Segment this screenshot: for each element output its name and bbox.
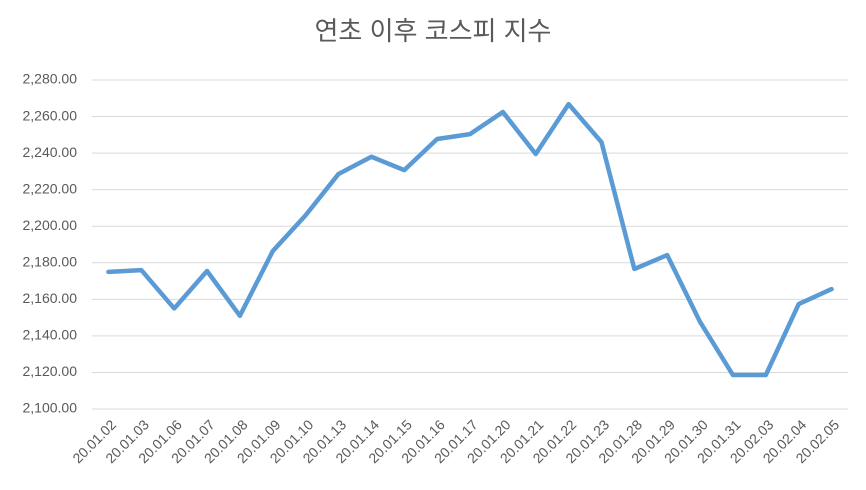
y-tick-label: 2,120.00 (23, 363, 78, 379)
y-tick-label: 2,180.00 (23, 253, 78, 269)
y-tick-label: 2,220.00 (23, 180, 78, 196)
y-tick-label: 2,140.00 (23, 327, 78, 343)
line-series (106, 101, 834, 378)
y-tick-label: 2,160.00 (23, 290, 78, 306)
y-tick-label: 2,200.00 (23, 217, 78, 233)
y-tick-label: 2,260.00 (23, 107, 78, 123)
y-tick-label: 2,240.00 (23, 144, 78, 160)
y-tick-label: 2,100.00 (23, 400, 78, 416)
chart-title: 연초 이후 코스피 지수 (315, 16, 552, 46)
y-tick-label: 2,280.00 (23, 71, 78, 87)
